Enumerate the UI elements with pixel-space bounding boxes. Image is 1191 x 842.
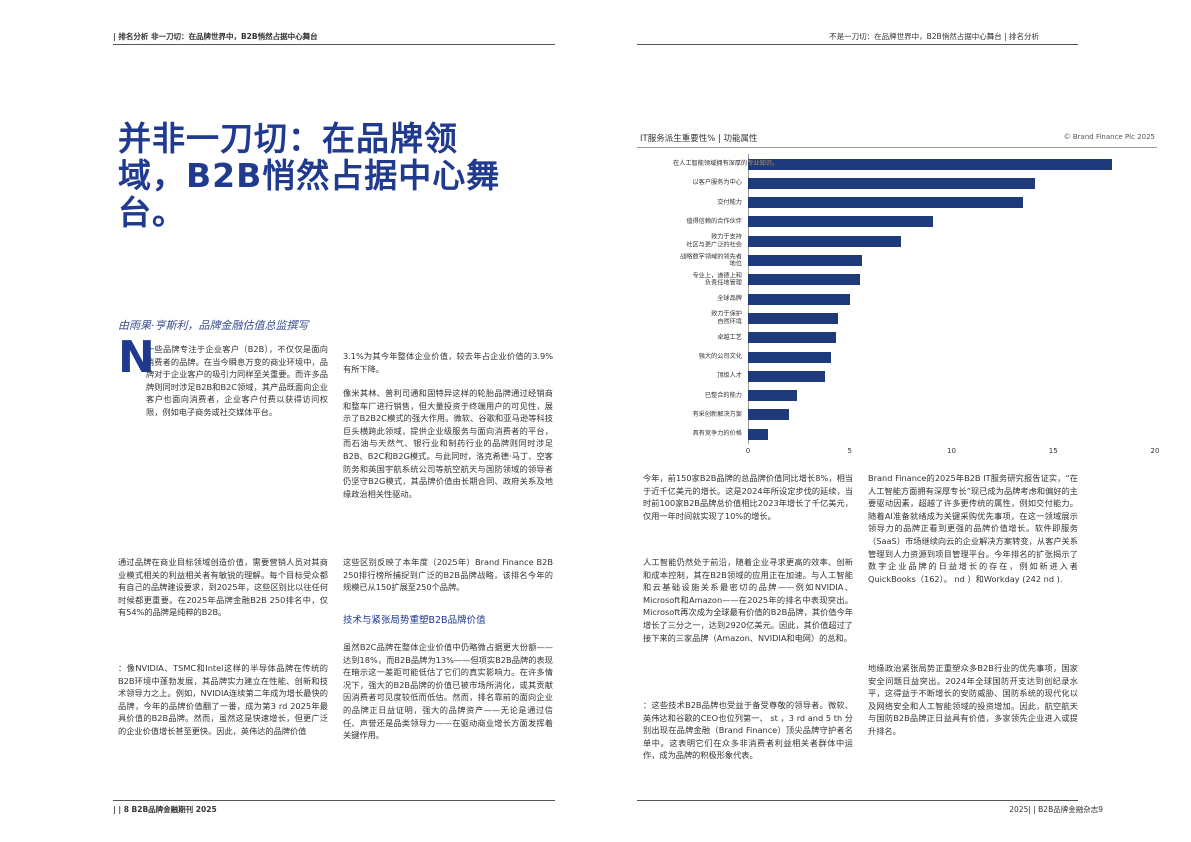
article-title: 并非一刀切：在品牌领域，B2B悄然占据中心舞台。 xyxy=(118,119,501,232)
paragraph: 人工智能仍然处于前沿，随着企业寻求更高的效率、创新和成本控制，其在B2B领域的应… xyxy=(643,557,853,643)
rule xyxy=(113,44,555,45)
axis-line xyxy=(748,154,749,444)
bar xyxy=(748,197,1023,209)
paragraph: 像米其林、普利司通和固特异这样的轮胎品牌通过经销商和整车厂进行销售，但大量投资于… xyxy=(343,388,553,499)
bar xyxy=(748,255,862,266)
byline: 由雨果·亨斯利，品牌金融估值总监撰写 xyxy=(118,319,309,332)
x-tick-label: 20 xyxy=(1150,447,1160,455)
x-tick-label: 0 xyxy=(745,447,751,455)
category-label: 致力于支持 社区与更广泛的社会 xyxy=(686,233,742,249)
footer-left: | | 8 B2B品牌金融期刊 2025 xyxy=(113,805,217,814)
bar xyxy=(748,216,934,228)
category-label: 全球品牌 xyxy=(717,295,742,303)
category-label: 已整合的能力 xyxy=(704,391,742,399)
paragraph: Brand Finance的2025年B2B IT服务研究报告证实，“在人工智能… xyxy=(868,473,1078,584)
rule xyxy=(113,800,555,801)
paragraph: 虽然B2C品牌在整体企业价值中仍略微占据更大份额——达到18%，而B2B品牌为1… xyxy=(343,642,553,741)
bar xyxy=(748,370,826,382)
bar xyxy=(748,351,832,363)
category-label: 以客户服务为中心 xyxy=(692,179,743,187)
paragraph: ：像NVIDIA、TSMC和Intel这样的半导体品牌在传统的B2B环境中蓬勃发… xyxy=(118,663,328,736)
x-tick-label: 5 xyxy=(847,447,852,455)
rule xyxy=(637,800,1078,801)
dropcap: N xyxy=(118,332,155,383)
header-left: | 排名分析 非一刀切：在品牌世界中，B2B悄然占据中心舞台 xyxy=(113,32,318,41)
category-label: 强大的公司文化 xyxy=(698,353,742,361)
header-right: 不是一刀切：在品牌世界中，B2B悄然占据中心舞台 | 排名分析 xyxy=(829,32,1039,41)
bar xyxy=(748,428,769,440)
paragraph: 这些区别反映了本年度（2025年）Brand Finance B2B 250排行… xyxy=(343,557,553,593)
chart-title: IT服务派生重要性% | 功能属性 xyxy=(640,134,758,144)
category-label: 战略数字领域的领先者 地位 xyxy=(680,252,742,268)
category-label: 顶级人才 xyxy=(717,372,742,380)
paragraph: 今年，前150家B2B品牌的总品牌价值同比增长8%，相当于近千亿美元的增长。这是… xyxy=(643,473,853,521)
paragraph: 地缘政治紧张局势正重塑众多B2B行业的优先事项，国家安全问题日益突出。2024年… xyxy=(868,663,1078,736)
bar xyxy=(748,158,1113,170)
bar xyxy=(748,274,860,286)
paragraph: ：这些技术B2B品牌也受益于备受尊敬的领导者。微软、英伟达和谷歌的CEO也位列第… xyxy=(643,700,853,761)
bar xyxy=(748,235,901,247)
category-label: 专业上，道德上和 负责任地管理 xyxy=(692,272,743,287)
category-label: 致力于保护 自然环境 xyxy=(711,310,742,326)
paragraph: 一些品牌专注于企业客户（B2B），不仅仅是面向消费者的品牌。在当今瞬息万变的商业… xyxy=(146,344,328,417)
bar xyxy=(748,312,838,324)
bar xyxy=(748,409,789,421)
category-label: 在人工智能领域拥有深厚的专业知识。 xyxy=(673,160,779,168)
paragraph: 3.1%为其今年整体企业价值，较去年占企业价值的3.9%有所下降。 xyxy=(343,351,553,374)
x-tick-label: 15 xyxy=(1048,447,1058,455)
category-label: 具有竞争力的价格 xyxy=(692,430,743,438)
category-label: 卓越工艺 xyxy=(717,333,742,341)
bar xyxy=(748,177,1035,189)
bar xyxy=(748,390,797,402)
bar xyxy=(748,293,850,305)
category-label: 值得信赖的合作伙伴 xyxy=(686,218,742,226)
paragraph: 通过品牌在商业目标领域创造价值，需要营销人员对其商业模式相关的利益相关者有敏锐的… xyxy=(118,557,328,618)
category-label: 有采创新解决方案 xyxy=(692,411,743,419)
category-label: 交付能力 xyxy=(717,198,742,206)
rule xyxy=(637,44,1078,45)
chart-source: © Brand Finance Plc 2025 xyxy=(1063,133,1155,141)
footer-right: 2025| | B2B品牌金融杂志9 xyxy=(1009,805,1103,814)
chart-rule xyxy=(637,147,1157,148)
bar xyxy=(748,332,836,344)
x-tick-label: 10 xyxy=(947,447,956,455)
subheading: 技术与紧张局势重塑B2B品牌价值 xyxy=(343,615,486,626)
